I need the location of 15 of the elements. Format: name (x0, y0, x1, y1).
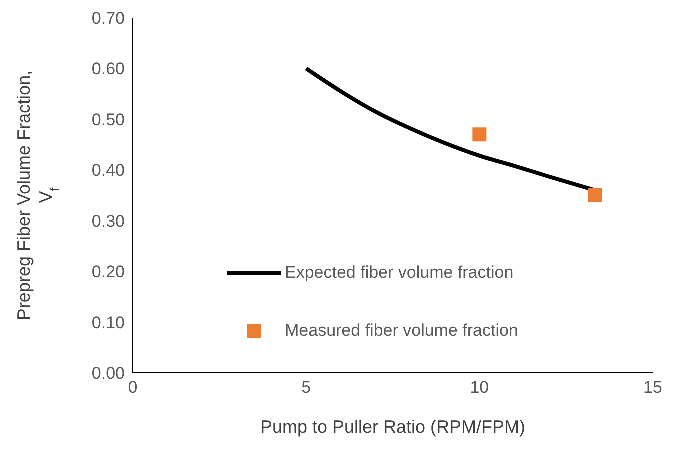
y-tick-label: 0.70 (92, 9, 125, 28)
legend-label: Measured fiber volume fraction (285, 321, 518, 341)
x-axis-title: Pump to Puller Ratio (RPM/FPM) (260, 417, 526, 437)
y-tick-label: 0.30 (92, 212, 125, 231)
x-tick-label: 10 (470, 378, 490, 398)
y-tick-label: 0.60 (92, 60, 125, 79)
x-tick-label: 15 (644, 378, 662, 398)
x-tick-label: 5 (302, 378, 312, 398)
y-tick-label: 0.00 (92, 364, 125, 384)
y-tick-label: 0.10 (92, 313, 125, 332)
y-tick-label: 0.50 (92, 110, 125, 130)
x-tick-label: 0 (128, 378, 138, 398)
y-tick-label: 0.40 (92, 161, 125, 180)
legend-label: Expected fiber volume fraction (285, 263, 514, 283)
y-tick-label: 0.20 (92, 262, 125, 282)
